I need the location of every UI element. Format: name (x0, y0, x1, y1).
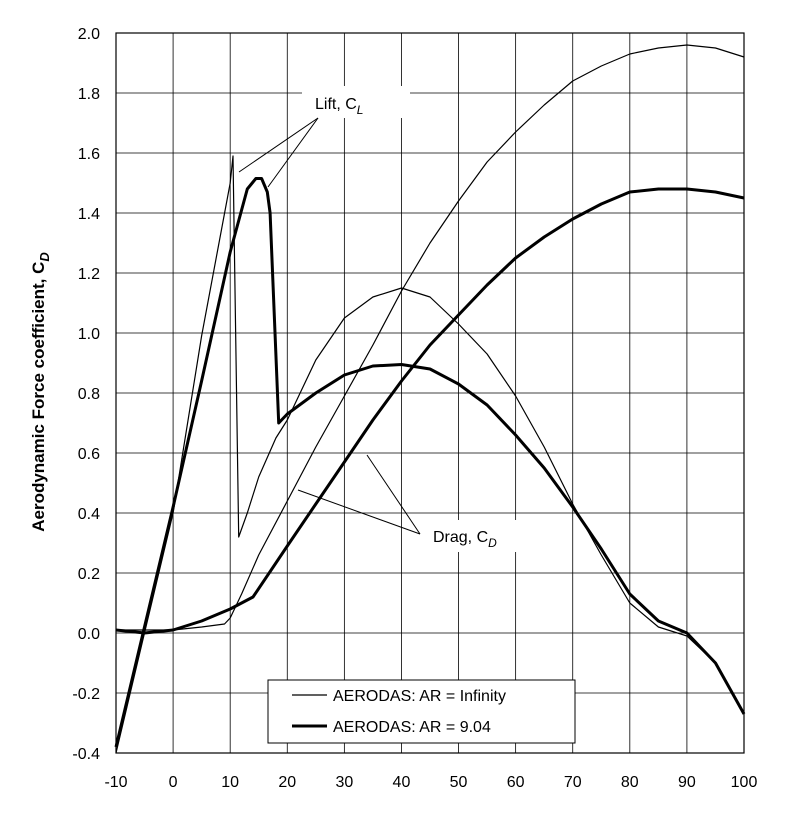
y-tick-label: 0.6 (78, 446, 100, 463)
lift-pointer-904 (267, 117, 319, 188)
x-tick-label: 90 (678, 774, 696, 791)
drag-annotation: Drag, CD (433, 529, 497, 550)
x-tick-label: 40 (393, 774, 411, 791)
y-tick-label: 1.8 (78, 86, 100, 103)
y-tick-label: -0.2 (72, 686, 100, 703)
y-tick-label: -0.4 (72, 746, 100, 763)
legend-label-infinity: AERODAS: AR = Infinity (333, 688, 506, 705)
series-layer (114, 44, 746, 754)
x-tick-label: 20 (278, 774, 296, 791)
legend-box (267, 679, 576, 744)
drag-annotation-box (420, 520, 528, 552)
x-tick-label: 30 (335, 774, 353, 791)
y-tick-label: 0.8 (78, 386, 100, 403)
x-tick-label: 70 (564, 774, 582, 791)
y-tick-label: 0.0 (78, 626, 100, 643)
lift-annotation: Lift, CL (315, 96, 363, 117)
y-tick-label: 1.4 (78, 206, 100, 223)
y-tick-label: 1.2 (78, 266, 100, 283)
y-tick-label: 2.0 (78, 26, 100, 43)
drag-pointer-904 (297, 489, 421, 535)
lift-pointer-infinity (238, 117, 319, 173)
y-axis-label: Aerodynamic Force coefficient, CD (29, 252, 52, 532)
x-tick-label: 10 (221, 774, 239, 791)
y-tick-label: 1.0 (78, 326, 100, 343)
series-line-lift-thick (114, 177, 746, 748)
x-tick-label: 100 (731, 774, 758, 791)
y-tick-label: 0.2 (78, 566, 100, 583)
annotation-layer: Lift, CL Drag, CD (238, 86, 528, 552)
x-tick-label: 80 (621, 774, 639, 791)
series-line-lift-thin (115, 155, 745, 754)
series-line-drag-thin (116, 44, 745, 631)
series-line-drag-thick (115, 187, 745, 635)
drag-pointer-infinity (366, 454, 421, 535)
tick-labels: -10 0 10 20 30 40 50 60 70 80 90 100 -0.4 -0.2 0.0 0.2 0… (72, 26, 757, 791)
x-tick-label: -10 (104, 774, 127, 791)
y-tick-label: 1.6 (78, 146, 100, 163)
axes (115, 32, 745, 754)
legend: AERODAS: AR = Infinity AERODAS: AR = 9.0… (267, 679, 576, 744)
y-tick-label: 0.4 (78, 506, 100, 523)
legend-label-904: AERODAS: AR = 9.04 (333, 719, 491, 736)
lift-annotation-box (302, 86, 410, 118)
x-tick-label: 60 (507, 774, 525, 791)
x-tick-label: 0 (169, 774, 178, 791)
plot-frame (115, 32, 745, 754)
x-tick-label: 50 (450, 774, 468, 791)
